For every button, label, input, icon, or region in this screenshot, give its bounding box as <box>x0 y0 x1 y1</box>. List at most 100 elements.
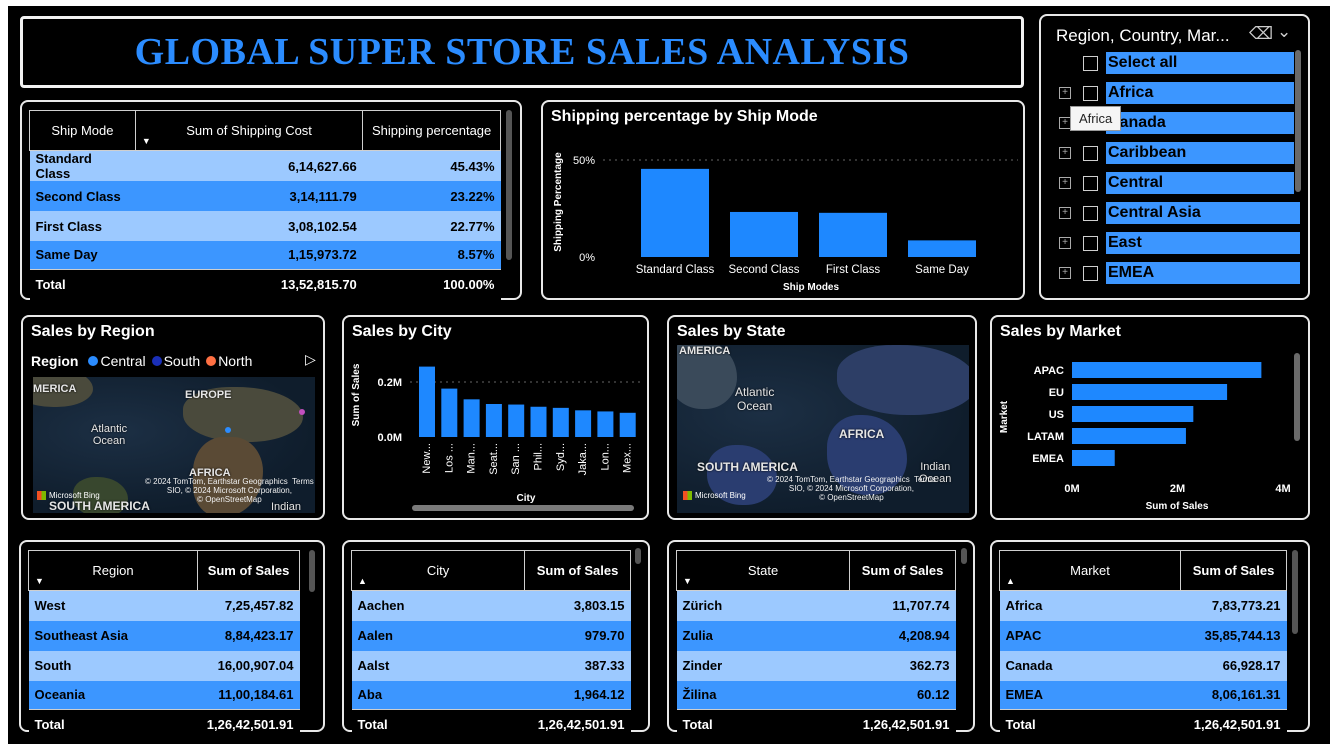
bar[interactable] <box>1072 428 1186 444</box>
expand-icon[interactable]: + <box>1059 147 1071 159</box>
table-row[interactable]: Zürich 11,707.74 <box>676 590 956 621</box>
col-header[interactable]: City ▲ <box>350 550 526 591</box>
col-shipping-percentage[interactable]: Shipping percentage <box>362 110 501 151</box>
sort-icon: ▼ <box>35 576 44 586</box>
checkbox[interactable] <box>1083 175 1098 191</box>
expand-icon[interactable]: + <box>1059 267 1071 279</box>
slicer-item[interactable]: + Caribbean <box>1059 142 1294 164</box>
cell: Africa <box>999 590 1181 621</box>
state-map[interactable]: AMERICA Atlantic Ocean AFRICA SOUTH AMER… <box>677 345 969 513</box>
table-row[interactable]: Canada 66,928.17 <box>999 650 1287 681</box>
eraser-icon[interactable]: ⌫ <box>1249 24 1274 43</box>
table-row[interactable]: First Class 3,08,102.54 22.77% <box>29 211 501 241</box>
slicer-item[interactable]: + East <box>1059 232 1300 254</box>
chevron-down-icon[interactable]: ⌄ <box>1277 22 1292 41</box>
table-row[interactable]: Aba 1,964.12 <box>351 680 631 709</box>
bar[interactable] <box>419 366 435 437</box>
table-scrollbar[interactable] <box>309 550 315 592</box>
bar[interactable] <box>597 411 614 437</box>
slicer-item[interactable]: + Central <box>1059 172 1294 194</box>
bar[interactable] <box>485 404 502 437</box>
horizontal-scrollbar[interactable] <box>412 505 634 511</box>
table-row[interactable]: Aachen 3,803.15 <box>351 590 631 621</box>
bar[interactable] <box>508 404 525 437</box>
col-header[interactable]: Market ▲ <box>998 550 1182 591</box>
table-row[interactable]: Africa 7,83,773.21 <box>999 590 1287 621</box>
col-header[interactable]: Sum of Sales <box>1180 550 1287 591</box>
bar[interactable] <box>575 410 592 437</box>
bar[interactable] <box>1072 450 1115 466</box>
slicer-item[interactable]: + Central Asia <box>1059 202 1300 224</box>
checkbox[interactable] <box>1083 85 1098 101</box>
expand-icon[interactable]: + <box>1059 177 1071 189</box>
cell: 60.12 <box>849 680 956 709</box>
legend-title: Region <box>31 353 79 369</box>
bar[interactable] <box>819 212 887 257</box>
col-header[interactable]: Sum of Sales <box>524 550 631 591</box>
map-label: AFRICA <box>839 427 885 441</box>
table-row[interactable]: West 7,25,457.82 <box>28 590 300 621</box>
table-row[interactable]: Same Day 1,15,973.72 8.57% <box>29 241 501 270</box>
table-scrollbar[interactable] <box>1292 550 1298 634</box>
checkbox[interactable] <box>1083 55 1098 71</box>
expand-icon[interactable]: + <box>1059 207 1071 219</box>
col-shipping-cost[interactable]: Sum of Shipping Cost ▼ <box>134 110 364 151</box>
bar[interactable] <box>552 407 569 437</box>
table-row[interactable]: Aalen 979.70 <box>351 620 631 651</box>
checkbox[interactable] <box>1083 265 1098 281</box>
bar[interactable] <box>441 388 458 437</box>
slicer-item[interactable]: Select all <box>1059 52 1294 74</box>
table-row[interactable]: APAC 35,85,744.13 <box>999 620 1287 651</box>
x-tick-label: Syd... <box>555 443 567 471</box>
bar[interactable] <box>619 412 636 437</box>
col-ship-mode[interactable]: Ship Mode <box>29 110 136 151</box>
region-map[interactable]: MERICA EUROPE Atlantic Ocean AFRICA SOUT… <box>33 377 315 513</box>
table-row[interactable]: Žilina 60.12 <box>676 680 956 709</box>
expand-icon[interactable]: + <box>1059 237 1071 249</box>
legend-item[interactable]: South <box>151 353 201 369</box>
table-row[interactable]: Zulia 4,208.94 <box>676 620 956 651</box>
col-header[interactable]: State ▼ <box>675 550 851 591</box>
checkbox[interactable] <box>1083 235 1098 251</box>
table-scrollbar[interactable] <box>506 110 512 260</box>
map-point[interactable] <box>225 427 231 433</box>
col-header[interactable]: Sum of Sales <box>849 550 956 591</box>
cell: APAC <box>999 620 1181 651</box>
table-row[interactable]: Southeast Asia 8,84,423.17 <box>28 620 300 651</box>
legend-item[interactable]: North <box>206 353 252 369</box>
table-row[interactable]: EMEA 8,06,161.31 <box>999 680 1287 709</box>
map-point[interactable] <box>299 409 305 415</box>
table-scrollbar[interactable] <box>961 548 967 564</box>
bar[interactable] <box>1072 384 1228 400</box>
slicer-item[interactable]: + Africa <box>1059 82 1294 104</box>
bar[interactable] <box>1072 406 1194 422</box>
slicer-scrollbar[interactable] <box>1295 50 1301 192</box>
bar[interactable] <box>730 211 798 257</box>
bar[interactable] <box>641 168 709 257</box>
play-icon[interactable]: ▷ <box>305 351 316 367</box>
table-scrollbar[interactable] <box>635 548 641 564</box>
bar[interactable] <box>908 240 976 257</box>
bar[interactable] <box>1072 362 1262 378</box>
table-row[interactable]: Second Class 3,14,111.79 23.22% <box>29 181 501 211</box>
y-axis-label: Market <box>999 400 1010 433</box>
col-header[interactable]: Sum of Sales <box>197 550 300 591</box>
bar[interactable] <box>530 406 547 437</box>
table-row[interactable]: South 16,00,907.04 <box>28 650 300 681</box>
slicer-item[interactable]: + EMEA <box>1059 262 1300 284</box>
chart-scrollbar[interactable] <box>1294 353 1300 441</box>
map-land <box>837 345 969 415</box>
table-row[interactable]: Aalst 387.33 <box>351 650 631 681</box>
checkbox[interactable] <box>1083 205 1098 221</box>
expand-icon[interactable]: + <box>1059 87 1071 99</box>
bar[interactable] <box>463 399 480 437</box>
bing-label: Microsoft Bing <box>49 491 100 500</box>
table-row[interactable]: Standard Class 6,14,627.66 45.43% <box>29 150 501 181</box>
map-label: Indian Ocean <box>919 461 952 485</box>
table-row[interactable]: Oceania 11,00,184.61 <box>28 680 300 709</box>
checkbox[interactable] <box>1083 145 1098 161</box>
legend-item[interactable]: Central <box>88 353 146 369</box>
legend-label: South <box>163 353 201 369</box>
table-row[interactable]: Zinder 362.73 <box>676 650 956 681</box>
col-header[interactable]: Region ▼ <box>27 550 199 591</box>
